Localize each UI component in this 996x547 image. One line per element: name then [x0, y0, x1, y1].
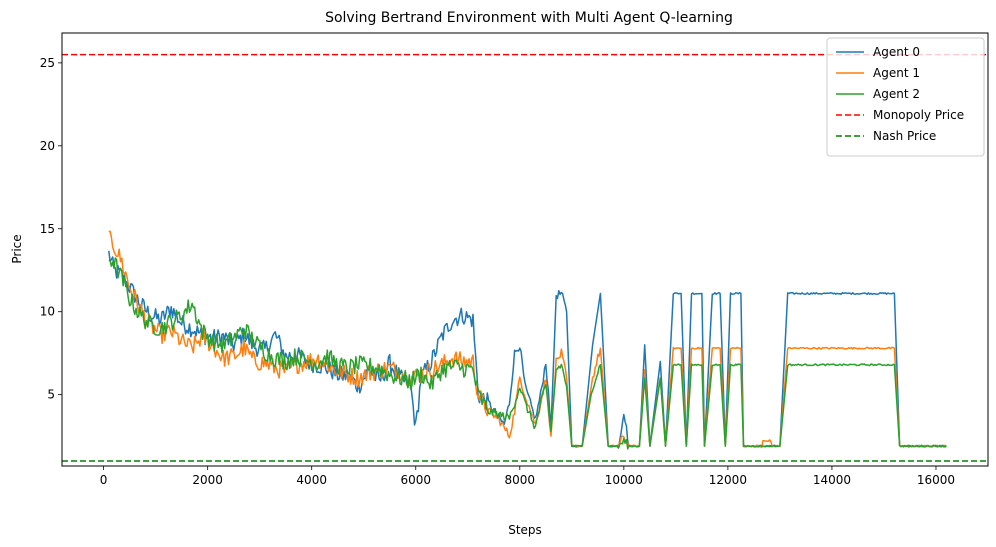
- series-line-agent-1: [108, 230, 947, 449]
- y-tick-label: 20: [40, 139, 55, 153]
- x-tick-label: 0: [100, 473, 108, 487]
- x-tick-label: 8000: [505, 473, 536, 487]
- x-axis-ticks: 0 2000 4000 6000 8000 10000 12000 14000 16000: [100, 466, 955, 487]
- y-tick-label: 15: [40, 222, 55, 236]
- series-line-agent-2: [108, 257, 947, 450]
- series-line-agent-0: [108, 250, 947, 449]
- y-tick-label: 10: [40, 305, 55, 319]
- legend-label-agent-0: Agent 0: [873, 45, 920, 59]
- x-tick-label: 12000: [709, 473, 747, 487]
- x-tick-label: 2000: [192, 473, 223, 487]
- series-layer: [62, 53, 988, 462]
- plot-area: [62, 53, 988, 462]
- y-tick-label: 5: [47, 388, 55, 402]
- y-tick-label: 25: [40, 56, 55, 70]
- y-axis-ticks: 5 10 15 20 25: [40, 56, 62, 402]
- plot-frame: [61, 32, 989, 467]
- legend: Agent 0 Agent 1 Agent 2 Monopoly Price Nash …: [826, 37, 985, 157]
- x-tick-label: 6000: [400, 473, 431, 487]
- x-tick-label: 4000: [296, 473, 327, 487]
- y-axis-label: Price: [10, 234, 24, 263]
- legend-label-monopoly-price: Monopoly Price: [873, 108, 964, 122]
- x-tick-label: 10000: [605, 473, 643, 487]
- x-axis-label: Steps: [508, 523, 542, 537]
- legend-label-nash-price: Nash Price: [873, 129, 936, 143]
- x-tick-label: 16000: [917, 473, 955, 487]
- x-tick-label: 14000: [813, 473, 851, 487]
- legend-label-agent-2: Agent 2: [873, 87, 920, 101]
- chart-title: Solving Bertrand Environment with Multi …: [325, 10, 733, 26]
- legend-label-agent-1: Agent 1: [873, 66, 920, 80]
- legend-box: [826, 37, 985, 157]
